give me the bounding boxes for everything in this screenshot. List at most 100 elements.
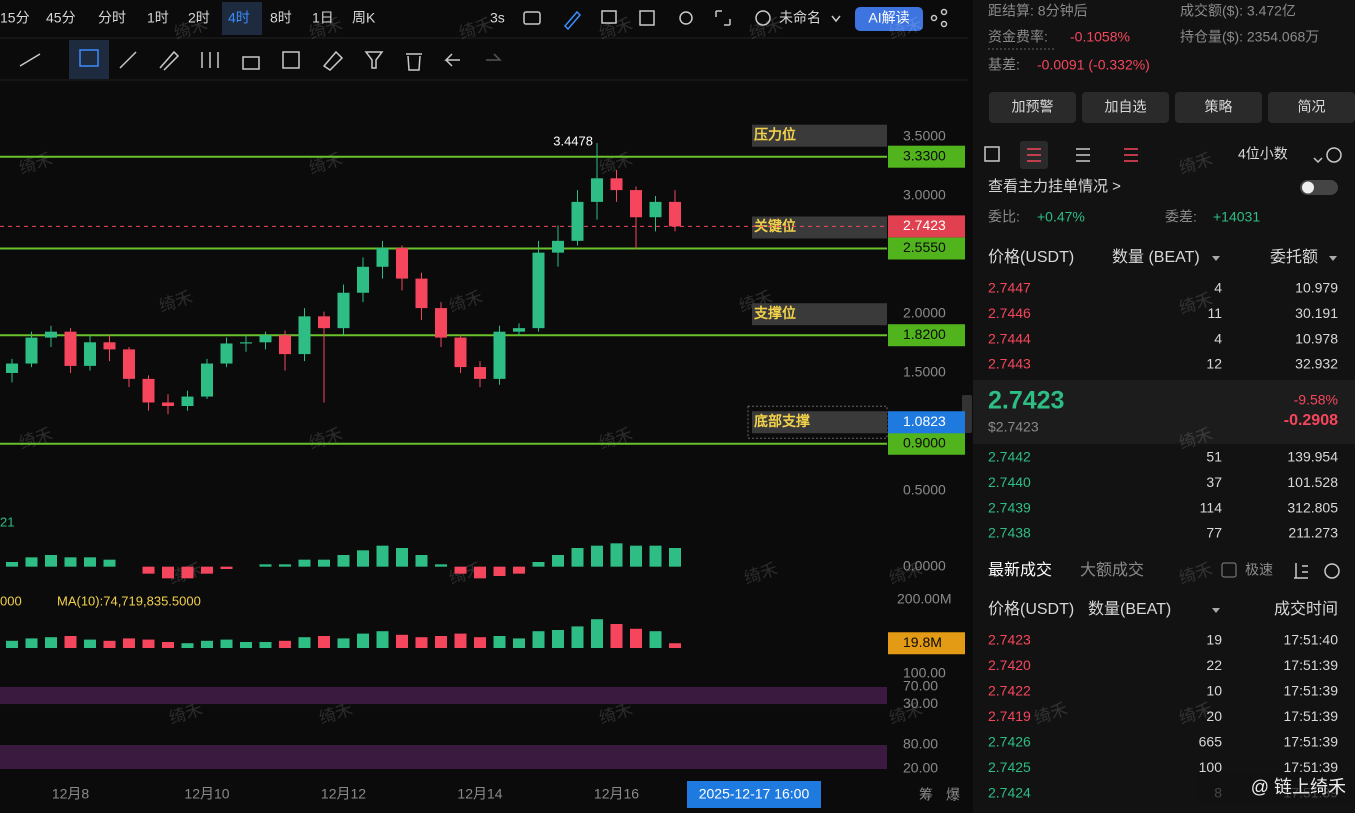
candle-body: [298, 316, 311, 355]
interval[interactable]: 45分: [46, 10, 76, 26]
line-tool[interactable]: [19, 53, 41, 67]
pattern-tool[interactable]: [201, 52, 219, 68]
interval[interactable]: 2时: [188, 10, 210, 26]
macd-bar: [25, 557, 38, 567]
ob-qty: 77: [1206, 525, 1222, 541]
decimals[interactable]: 4位小数: [1238, 146, 1288, 162]
button-bg[interactable]: [1268, 92, 1355, 123]
chip-tool[interactable]: 筹: [919, 787, 933, 803]
volume-max-tick: 200.00M: [897, 591, 951, 607]
macd-bar: [162, 566, 174, 579]
share-icon[interactable]: [930, 14, 938, 22]
list-icon[interactable]: [639, 10, 655, 26]
button[interactable]: 加自选: [1105, 99, 1147, 115]
settle-time: 距结算: 8分钟后: [988, 3, 1088, 19]
volume-bar: [474, 637, 486, 648]
interval[interactable]: 15分: [0, 10, 30, 26]
macd-bar: [415, 555, 428, 567]
layout-name[interactable]: 未命名: [779, 10, 821, 26]
ob-amount: 10.978: [1295, 330, 1338, 346]
candle-body: [493, 331, 506, 379]
fast-checkbox[interactable]: [1221, 562, 1237, 578]
turnover: 成交额($): 3.472亿: [1180, 3, 1296, 19]
button[interactable]: 策略: [1205, 99, 1233, 115]
macd-bar: [649, 545, 662, 567]
bottom-support-box: [747, 405, 888, 439]
trade-price: 2.7422: [988, 683, 1031, 699]
cloud-icon[interactable]: [755, 10, 771, 26]
ob-price: 2.7443: [988, 356, 1031, 372]
button[interactable]: 简况: [1298, 99, 1326, 115]
liquidation-tool[interactable]: 爆: [946, 787, 960, 803]
crosshair-time: 2025-12-17 16:00: [699, 786, 810, 802]
y-tick-label: 3.5000: [903, 128, 946, 144]
ob-amount: 139.954: [1287, 449, 1338, 465]
button[interactable]: 加预警: [1012, 99, 1054, 115]
volume-bar: [552, 630, 564, 648]
header-amount[interactable]: 委托额: [1270, 248, 1318, 266]
header-qty[interactable]: 数量 (BEAT): [1112, 248, 1200, 266]
lock-tool[interactable]: [242, 56, 260, 70]
tab-latest[interactable]: 最新成交: [988, 561, 1052, 579]
interval[interactable]: 周K: [352, 10, 376, 26]
volume-bar: [649, 631, 662, 648]
trade-time: 17:51:39: [1284, 657, 1339, 673]
osc-tick-label: 80.00: [903, 736, 938, 752]
select-tool[interactable]: [79, 49, 99, 67]
delete-tool[interactable]: [406, 53, 422, 71]
text-tool[interactable]: [282, 51, 300, 69]
active-interval-bg: [222, 2, 262, 35]
interval[interactable]: 4时: [228, 10, 250, 26]
ai-button[interactable]: AI解读: [868, 10, 909, 26]
volume-bar: [513, 638, 525, 648]
settings-icon[interactable]: [1326, 147, 1342, 163]
volume-bar: [669, 643, 681, 648]
camera-icon[interactable]: [523, 11, 541, 25]
fullscreen-icon[interactable]: [715, 10, 731, 26]
tab-large[interactable]: 大额成交: [1080, 561, 1144, 579]
toolbar-icons: [523, 8, 948, 31]
magnet-tool[interactable]: [322, 50, 344, 71]
draw-icon[interactable]: [563, 10, 582, 31]
interval[interactable]: 8时: [270, 10, 292, 26]
button-bg[interactable]: [989, 92, 1076, 123]
trade-price: 2.7425: [988, 759, 1031, 775]
undo-tool[interactable]: [444, 53, 460, 67]
note-icon[interactable]: [601, 10, 617, 24]
ruler-tool[interactable]: [119, 51, 137, 69]
trade-qty: 22: [1206, 657, 1222, 673]
ob-amount: 101.528: [1287, 474, 1338, 490]
macd-bar: [64, 557, 77, 567]
filter-tool[interactable]: [364, 51, 384, 69]
mode-icon[interactable]: [1124, 148, 1138, 162]
osc-tick-label: 100.00: [903, 665, 946, 681]
fast-label[interactable]: 极速: [1245, 562, 1273, 578]
whale-orders[interactable]: 查看主力挂单情况 >: [988, 178, 1121, 195]
refresh-rate[interactable]: 3s: [490, 10, 505, 26]
level-label: 2.5550: [903, 239, 946, 255]
interval[interactable]: 1日: [312, 10, 334, 26]
mode-icon[interactable]: [984, 146, 1000, 162]
settings-icon[interactable]: [679, 11, 693, 25]
button-bg[interactable]: [1175, 92, 1262, 123]
ai-button-bg[interactable]: [855, 7, 923, 31]
interval[interactable]: 分时: [98, 10, 126, 26]
ob-price: 2.7447: [988, 280, 1031, 296]
trade-header-qty[interactable]: 数量(BEAT): [1088, 600, 1171, 618]
toggle-knob: [1302, 181, 1314, 194]
trade-header-time: 成交时间: [1274, 600, 1338, 618]
button-bg[interactable]: [1082, 92, 1169, 123]
candle-body: [552, 240, 564, 253]
volume-ma-label: MA(10):74,719,835.5000: [57, 593, 201, 608]
mode-icon[interactable]: [1076, 148, 1090, 162]
level-annotation: 压力位: [754, 126, 796, 142]
brush-tool[interactable]: [159, 50, 180, 71]
settings-icon[interactable]: [1324, 563, 1340, 579]
interval[interactable]: 1时: [147, 10, 169, 26]
trade-time: 17:51:39: [1284, 708, 1339, 724]
volume-bar: [142, 639, 155, 648]
trade-header-price: 价格(USDT): [988, 600, 1074, 618]
filter-icon[interactable]: [1294, 563, 1308, 579]
redo-tool[interactable]: [486, 53, 502, 61]
mode-icon[interactable]: [1027, 148, 1041, 162]
